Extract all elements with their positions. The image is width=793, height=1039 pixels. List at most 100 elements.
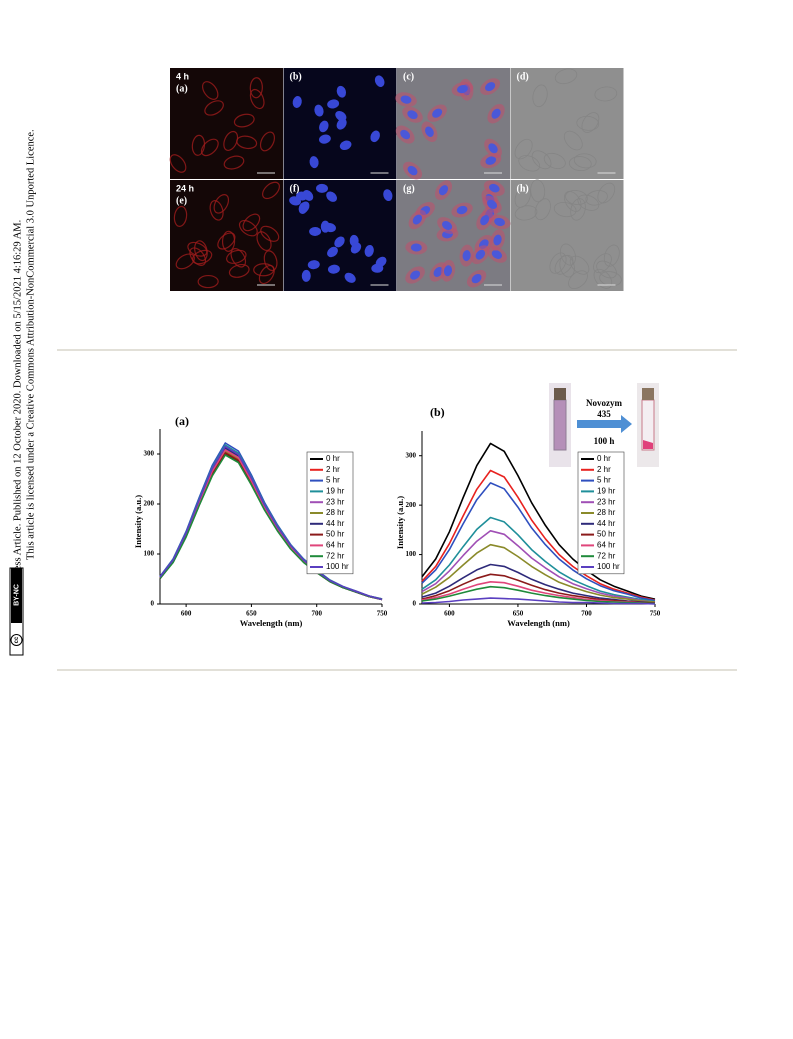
inset-time: 100 h (594, 436, 615, 446)
cell (563, 130, 583, 151)
nucleus (487, 199, 498, 210)
cell (549, 252, 567, 274)
cell (263, 250, 278, 272)
x-tick-label: 700 (311, 610, 322, 618)
inset-label: 435 (597, 409, 611, 419)
nucleus (364, 244, 374, 257)
chart-title: (b) (430, 405, 445, 419)
series-line (421, 469, 656, 601)
badge-cc: cc (14, 636, 20, 643)
cell (570, 198, 586, 221)
nucleus (400, 129, 411, 140)
nucleus (319, 120, 329, 133)
cell (543, 152, 566, 169)
cc-circle (10, 634, 23, 646)
nucleus (344, 272, 356, 283)
x-tick-label: 600 (444, 610, 455, 618)
cell (209, 200, 224, 221)
cell (554, 68, 578, 85)
legend-label: 19 hr (597, 487, 616, 496)
cell (217, 232, 236, 250)
cell (603, 244, 620, 267)
cell (553, 201, 577, 218)
micrograph: (d) (510, 68, 624, 179)
legend-label: 5 hr (597, 476, 611, 485)
nucleus (471, 274, 482, 284)
cell (256, 231, 272, 252)
vial-sediment (643, 440, 653, 449)
x-axis-label: Wavelength (nm) (240, 618, 303, 628)
nucleus (316, 183, 329, 193)
cell (599, 271, 622, 287)
sidebar: Open Access Article. Published on 12 Oct… (9, 129, 36, 656)
legend-label: 100 hr (326, 562, 349, 571)
cell (565, 190, 588, 206)
chart: (a) 0 100 200 300 600 650 700 750 Wavelength (nm)… (133, 414, 388, 628)
panel-label: (a) (176, 83, 188, 94)
cell (534, 198, 551, 221)
nucleus (371, 263, 384, 273)
inset-label: Novozym (586, 398, 622, 408)
cell (221, 230, 236, 252)
legend-label: 5 hr (326, 476, 340, 485)
cell (187, 241, 208, 257)
cell (223, 155, 245, 170)
vial (553, 399, 567, 451)
y-axis-label: Intensity (a.u.) (133, 495, 143, 548)
cell (593, 268, 613, 289)
cell (175, 253, 195, 270)
series-line (421, 585, 656, 605)
cell (262, 181, 280, 200)
x-tick-label: 650 (513, 610, 524, 618)
legend-label: 19 hr (326, 487, 345, 496)
cell (568, 270, 588, 290)
y-tick-label: 0 (413, 600, 417, 608)
cell (258, 264, 275, 285)
series-line (421, 563, 656, 604)
cell (514, 186, 531, 208)
nucleus (327, 246, 338, 258)
nucleus (493, 234, 502, 246)
nucleus (432, 108, 443, 118)
nucleus (292, 96, 302, 108)
panel-label: (d) (517, 71, 529, 82)
nucleus (370, 130, 380, 143)
micrograph: (c) (395, 68, 510, 180)
series-line (421, 482, 656, 602)
cell (576, 115, 600, 131)
nucleus (485, 82, 496, 92)
nucleus (309, 156, 319, 169)
panel-label: (e) (176, 195, 187, 206)
nucleus (298, 202, 308, 214)
x-tick-label: 650 (246, 610, 257, 618)
x-tick-label: 700 (581, 610, 592, 618)
cell (189, 247, 207, 266)
series-line (421, 573, 656, 604)
cell (204, 100, 224, 116)
cell (585, 190, 608, 206)
y-tick-label: 200 (144, 500, 155, 508)
nucleus (475, 249, 486, 260)
legend-label: 28 hr (597, 508, 616, 517)
nucleus (407, 110, 418, 120)
cell (233, 113, 255, 128)
series-line (159, 454, 383, 601)
cell (554, 254, 574, 275)
nucleus (307, 260, 320, 270)
x-tick-label: 600 (181, 610, 192, 618)
panel-label: (f) (290, 183, 300, 194)
nucleus (442, 221, 453, 231)
legend-label: 44 hr (597, 519, 616, 528)
legend-label: 0 hr (597, 454, 611, 463)
y-tick-label: 200 (406, 501, 417, 509)
sidebar-line: Open Access Article. Published on 12 Oct… (12, 220, 23, 612)
nucleus (350, 242, 362, 254)
series-line (421, 530, 656, 603)
cell (191, 134, 206, 156)
nucleus (485, 156, 497, 165)
legend-label: 23 hr (326, 497, 345, 506)
cell (201, 81, 219, 100)
micrograph: 4 h (a) (169, 68, 283, 179)
nucleus (425, 126, 434, 137)
